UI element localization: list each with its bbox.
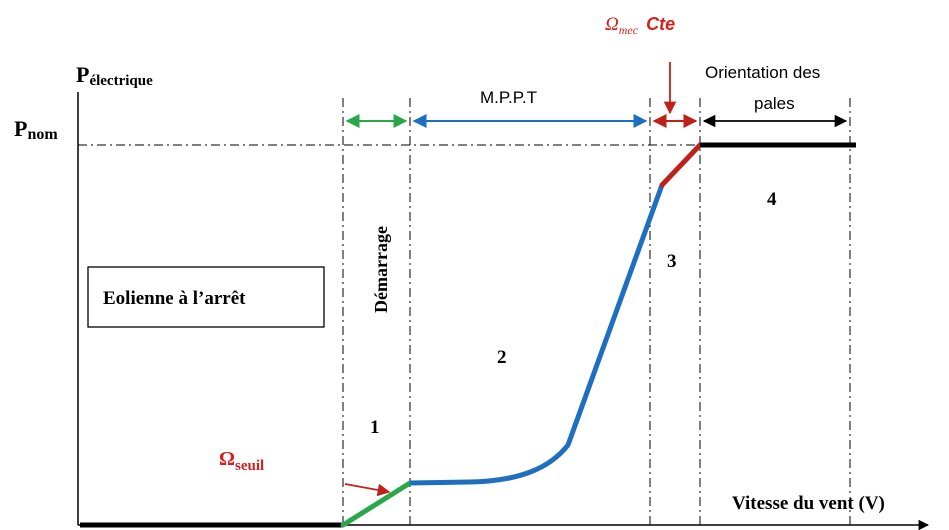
zone-3-label: 3	[667, 251, 677, 272]
orientation-label-line1: Orientation des	[705, 63, 820, 82]
startup-label: Démarrage	[371, 226, 391, 313]
zone-4-label: 4	[767, 189, 777, 210]
curve-mppt	[409, 184, 665, 486]
orientation-label-line2: pales	[754, 94, 795, 113]
omega-seuil-label: Ωseuil	[219, 448, 264, 474]
omega-seuil-arrow	[344, 483, 391, 497]
omega-mec-label: Ωmec Cte	[605, 14, 675, 37]
curve-startup	[340, 480, 413, 528]
mppt-label: M.P.P.T	[480, 88, 537, 107]
y-axis-label: Pélectrique	[76, 62, 153, 89]
nominal-power-label: Pnom	[14, 116, 58, 143]
stopped-turbine-label: Eolienne à l’arrêt	[103, 288, 246, 309]
zone-2-label: 2	[497, 347, 507, 368]
stopped-turbine-box	[87, 266, 325, 328]
curve-constant-speed	[659, 142, 703, 188]
x-axis-label: Vitesse du vent (V)	[732, 493, 885, 514]
zone-1-label: 1	[370, 417, 380, 438]
